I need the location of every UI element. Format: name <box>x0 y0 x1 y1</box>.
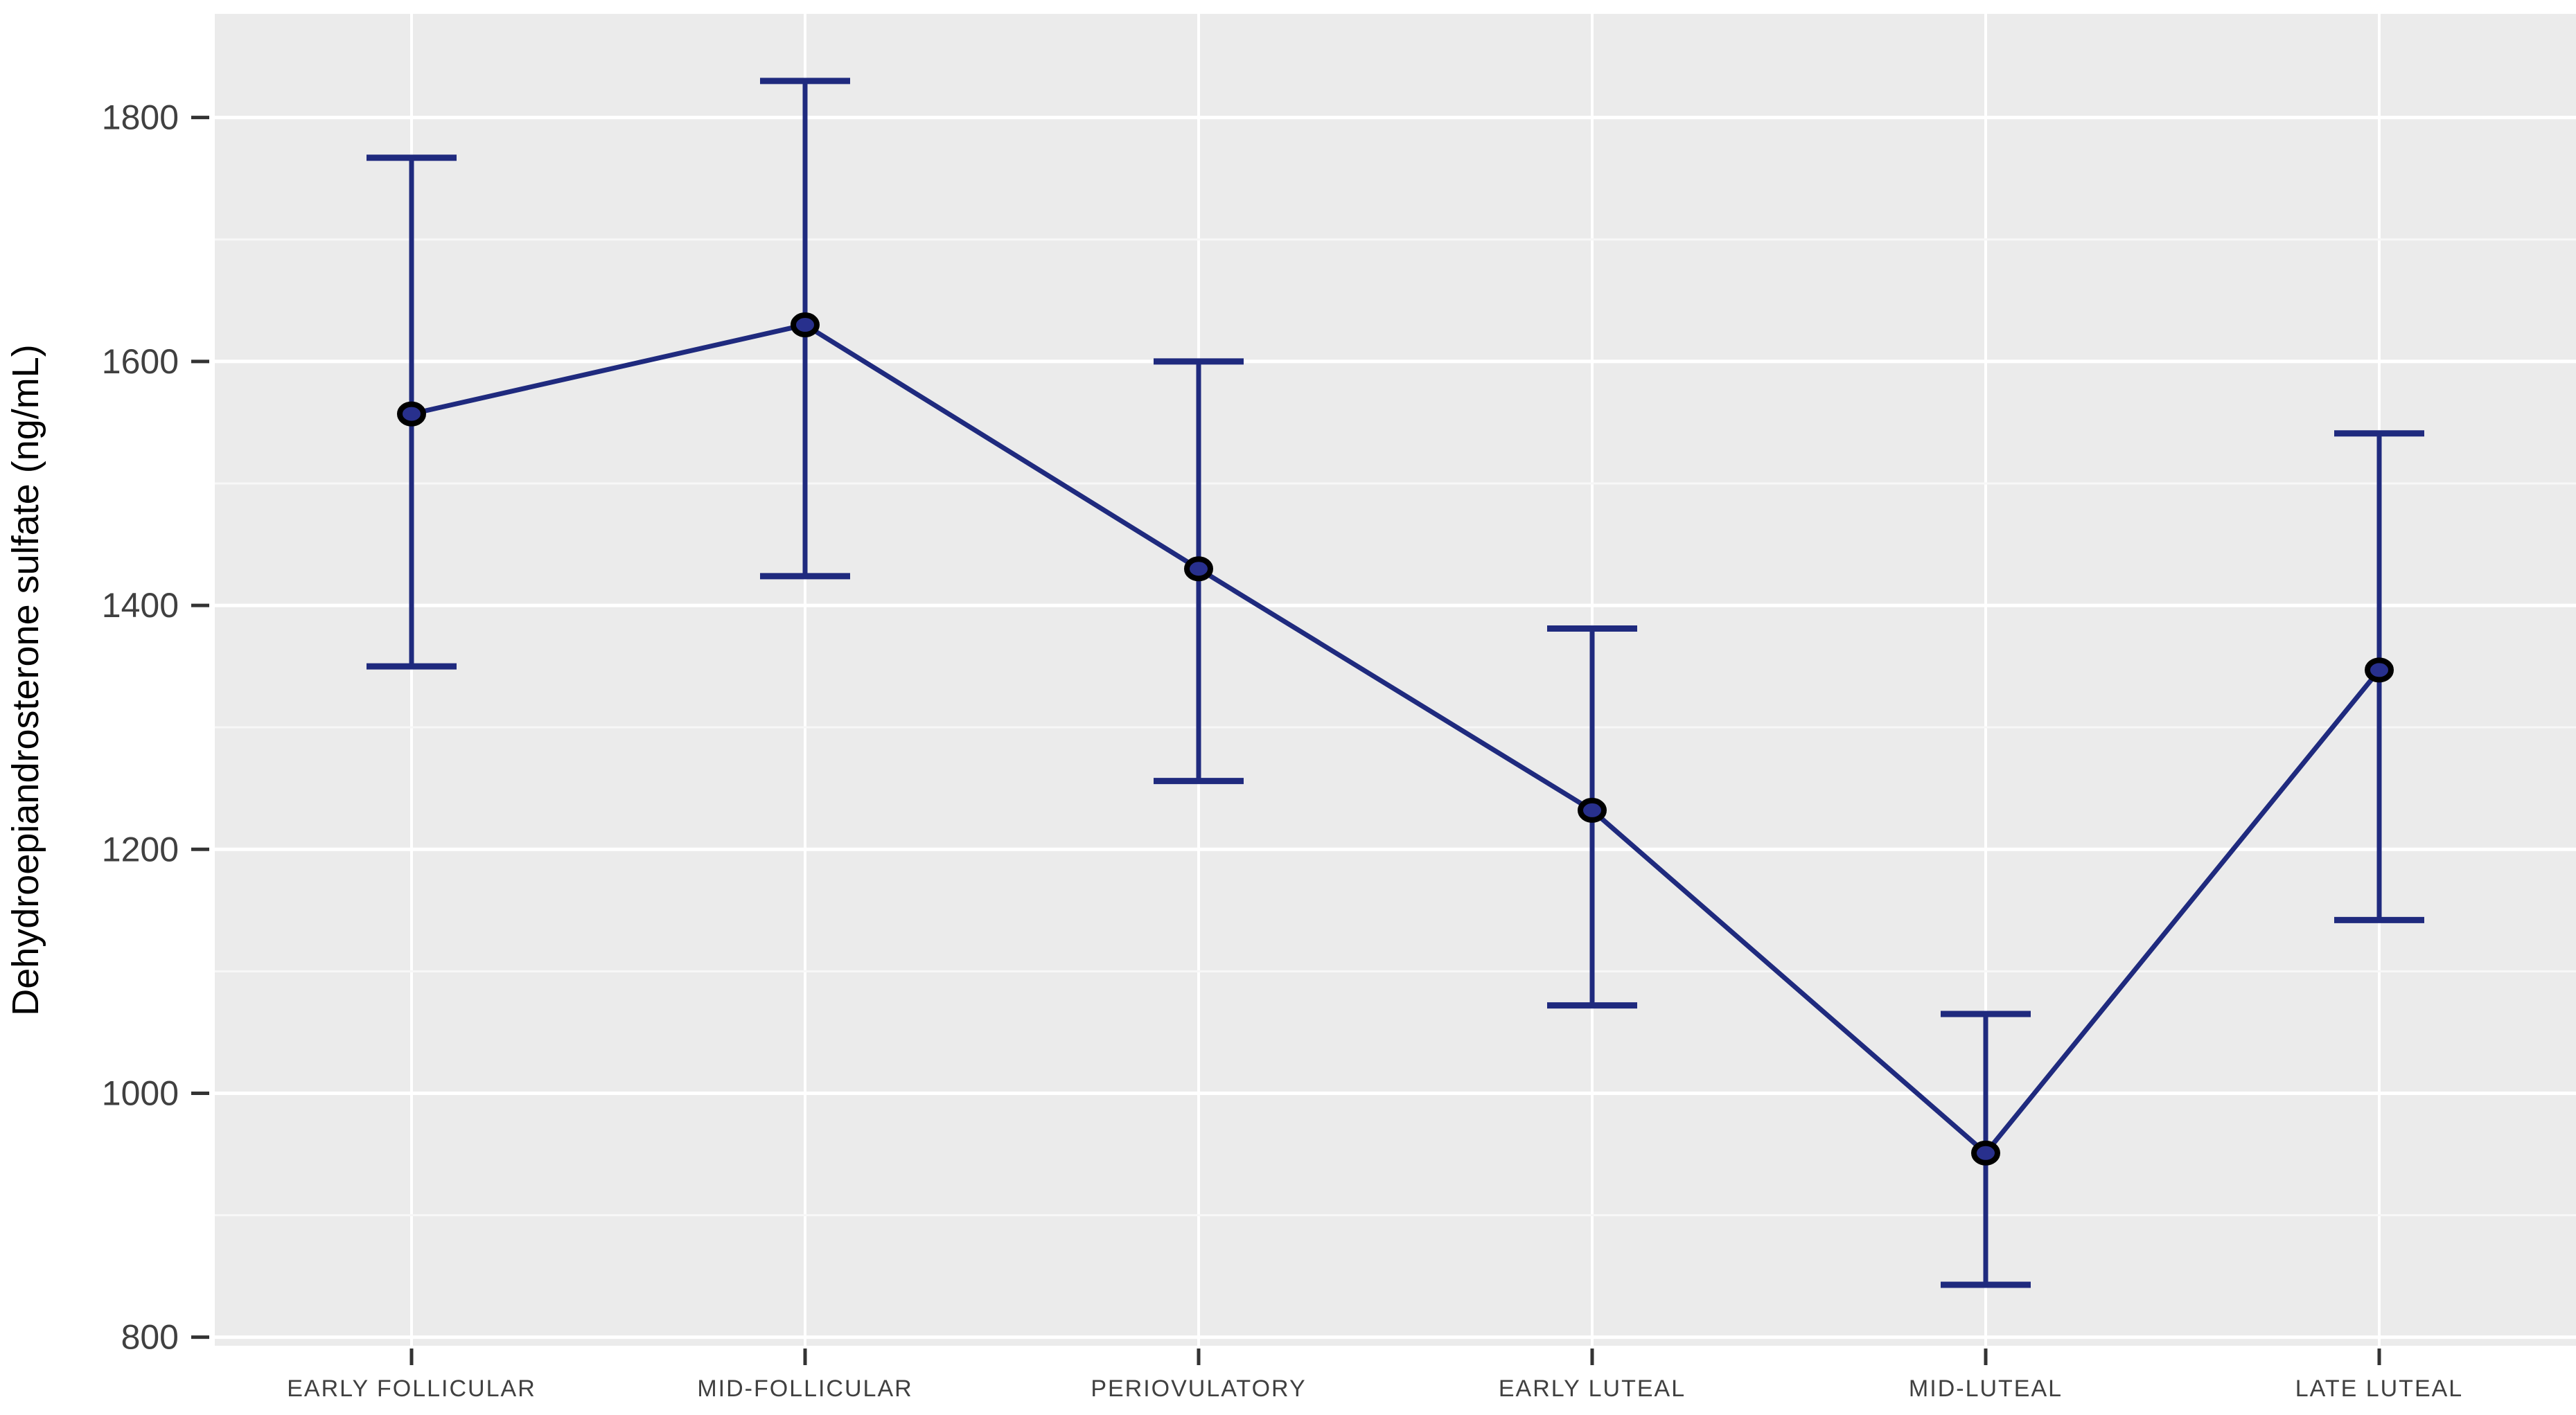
x-category-label: EARLY LUTEAL <box>1499 1376 1686 1402</box>
data-point <box>1971 1140 2000 1166</box>
y-axis-tick-labels: 800 1000 1200 1400 1600 1800 <box>102 98 179 1357</box>
series-line <box>411 322 2381 1157</box>
y-tick-label: 1600 <box>102 342 179 381</box>
major-gridlines <box>215 116 2576 1340</box>
y-tick-label: 800 <box>121 1318 179 1357</box>
x-category-label: MID-FOLLICULAR <box>697 1376 912 1402</box>
y-axis-title: Dehydroepiandrosterone sulfate (ng/mL) <box>5 344 46 1016</box>
data-point <box>791 312 820 338</box>
x-category-label: EARLY FOLLICULAR <box>287 1376 536 1402</box>
y-tick-label: 1200 <box>102 830 179 869</box>
x-category-label: PERIOVULATORY <box>1091 1376 1306 1402</box>
axis-tick-marks <box>191 116 2381 1365</box>
y-tick-label: 1000 <box>102 1074 179 1112</box>
data-points <box>397 312 2394 1166</box>
trend-line <box>411 322 2381 1157</box>
y-tick-label: 1800 <box>102 98 179 137</box>
data-point <box>2365 657 2394 683</box>
x-category-label: MID-LUTEAL <box>1909 1376 2063 1402</box>
minor-gridlines <box>215 238 2576 1217</box>
data-point <box>1184 556 1213 582</box>
data-point <box>1578 797 1607 823</box>
x-category-label: LATE LUTEAL <box>2295 1376 2463 1402</box>
data-point <box>397 401 426 427</box>
plot-panel <box>215 14 2576 1346</box>
y-tick-label: 1400 <box>102 586 179 625</box>
x-axis-category-labels: EARLY FOLLICULAR MID-FOLLICULAR PERIOVULAT… <box>287 1376 2463 1402</box>
